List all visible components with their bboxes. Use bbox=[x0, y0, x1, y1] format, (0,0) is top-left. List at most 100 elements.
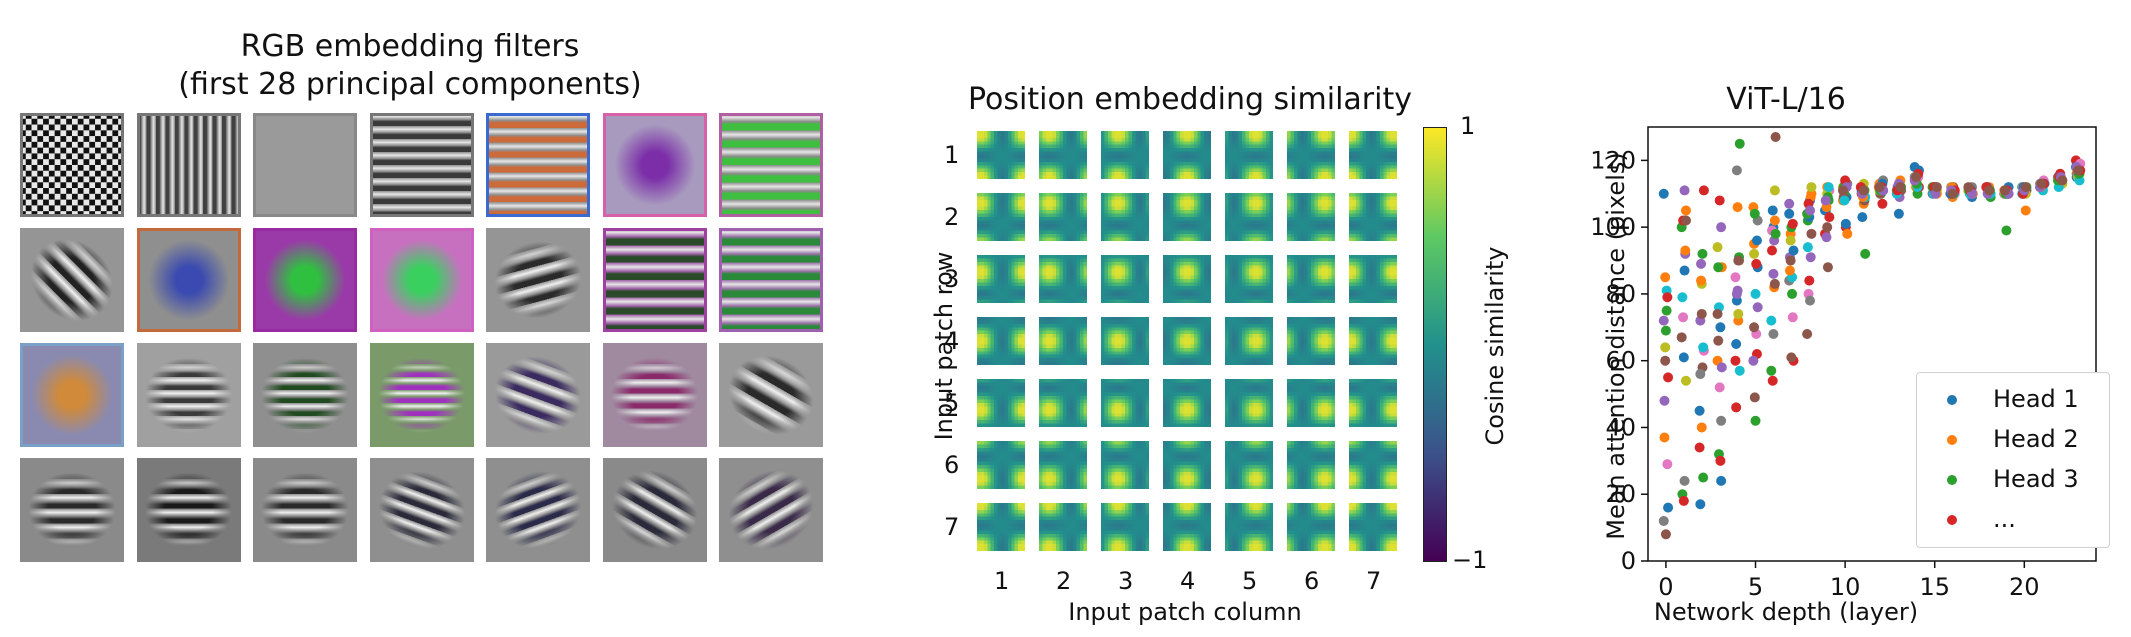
filter-thumbnail bbox=[369, 113, 474, 217]
filters-title-line2: (first 28 principal components) bbox=[178, 67, 642, 102]
scatter-point bbox=[1840, 218, 1851, 229]
scatter-ytick-label: 100 bbox=[1590, 213, 1636, 241]
similarity-cell bbox=[1163, 379, 1211, 427]
scatter-point bbox=[1860, 248, 1871, 259]
similarity-cell bbox=[977, 317, 1025, 365]
filter-thumbnail bbox=[602, 228, 707, 332]
scatter-point bbox=[1749, 322, 1760, 333]
scatter-point bbox=[1730, 355, 1741, 366]
scatter-point bbox=[1820, 195, 1831, 206]
filter-texture bbox=[602, 343, 707, 447]
scatter-ytick-label: 0 bbox=[1621, 547, 1636, 575]
filter-thumbnail bbox=[253, 458, 357, 562]
similarity-cell bbox=[977, 255, 1025, 303]
scatter-point bbox=[1874, 182, 1885, 193]
scatter-point bbox=[1658, 188, 1669, 199]
scatter-point bbox=[1661, 305, 1672, 316]
position-xtick: 2 bbox=[1056, 567, 1072, 595]
scatter-point bbox=[2073, 165, 2084, 176]
similarity-cell bbox=[1287, 131, 1335, 179]
filter-thumbnail bbox=[20, 228, 124, 332]
scatter-point bbox=[1785, 235, 1796, 246]
scatter-point bbox=[1660, 272, 1671, 283]
filter-thumbnail bbox=[253, 228, 357, 332]
scatter-point bbox=[1767, 245, 1778, 256]
legend-label: Head 3 bbox=[1993, 465, 2079, 493]
scatter-point bbox=[1784, 265, 1795, 276]
position-ytick: 5 bbox=[944, 389, 960, 417]
scatter-point bbox=[1678, 312, 1689, 323]
scatter-point bbox=[1698, 342, 1709, 353]
filter-thumbnail bbox=[136, 113, 241, 217]
filter-thumbnail bbox=[719, 343, 823, 447]
scatter-point bbox=[1678, 352, 1689, 363]
similarity-cell bbox=[1349, 441, 1397, 489]
scatter-xtick-label: 20 bbox=[2009, 573, 2040, 601]
scatter-point bbox=[1824, 212, 1835, 223]
scatter-point bbox=[1731, 165, 1742, 176]
scatter-point bbox=[1659, 432, 1670, 443]
similarity-cell bbox=[1225, 503, 1273, 551]
scatter-point bbox=[1963, 182, 1974, 193]
filter-thumbnail bbox=[486, 228, 590, 332]
scatter-point bbox=[1750, 415, 1761, 426]
filter-thumbnail bbox=[369, 458, 474, 562]
colorbar-tick-max: 1 bbox=[1460, 112, 1476, 140]
filter-thumbnail bbox=[136, 343, 241, 447]
similarity-cell bbox=[1225, 131, 1273, 179]
position-ytick: 6 bbox=[944, 451, 960, 479]
scatter-point bbox=[1769, 278, 1780, 289]
scatter-xtick-label: 15 bbox=[1919, 573, 1950, 601]
position-xtick: 6 bbox=[1304, 567, 1320, 595]
scatter-point bbox=[1787, 312, 1798, 323]
filter-thumbnail bbox=[369, 228, 474, 332]
similarity-cell bbox=[1287, 441, 1335, 489]
scatter-point bbox=[1714, 195, 1725, 206]
scatter-point bbox=[1715, 455, 1726, 466]
scatter-ytick-label: 20 bbox=[1605, 480, 1636, 508]
scatter-point bbox=[1911, 172, 1922, 183]
similarity-cell bbox=[1101, 317, 1149, 365]
scatter-point bbox=[1750, 288, 1761, 299]
scatter-point bbox=[1768, 328, 1779, 339]
filter-texture bbox=[486, 343, 590, 447]
scatter-point bbox=[1663, 372, 1674, 383]
similarity-cell bbox=[1349, 503, 1397, 551]
similarity-cell bbox=[1039, 503, 1087, 551]
similarity-cell bbox=[1039, 193, 1087, 241]
scatter-point bbox=[1999, 185, 2010, 196]
scatter-point bbox=[1768, 268, 1779, 279]
scatter-point bbox=[1821, 232, 1832, 243]
scatter-point bbox=[1767, 205, 1778, 216]
scatter-point bbox=[1697, 248, 1708, 259]
scatter-point bbox=[1679, 185, 1690, 196]
legend-marker bbox=[1947, 475, 1957, 485]
position-title: Position embedding similarity bbox=[968, 82, 1412, 117]
filter-thumbnail bbox=[253, 343, 357, 447]
scatter-point bbox=[1662, 459, 1673, 470]
filter-thumbnail bbox=[136, 458, 241, 562]
scatter-point bbox=[1715, 322, 1726, 333]
legend-label: ... bbox=[1993, 505, 2016, 533]
scatter-ytick-label: 80 bbox=[1605, 280, 1636, 308]
filter-texture bbox=[136, 458, 241, 562]
similarity-cell bbox=[1349, 193, 1397, 241]
similarity-cell bbox=[1163, 131, 1211, 179]
similarity-cell bbox=[1101, 193, 1149, 241]
scatter-point bbox=[1660, 529, 1671, 540]
scatter-point bbox=[1822, 222, 1833, 233]
position-xlabel: Input patch column bbox=[1068, 598, 1302, 626]
similarity-cell bbox=[1163, 255, 1211, 303]
similarity-cell bbox=[1039, 441, 1087, 489]
scatter-point bbox=[1858, 185, 1869, 196]
scatter-point bbox=[1658, 315, 1669, 326]
scatter-point bbox=[1806, 182, 1817, 193]
similarity-cell bbox=[1163, 441, 1211, 489]
filter-texture bbox=[253, 458, 357, 562]
scatter-point bbox=[1822, 262, 1833, 273]
scatter-point bbox=[1696, 258, 1707, 269]
similarity-cell bbox=[1225, 193, 1273, 241]
scatter-point bbox=[1698, 472, 1709, 483]
scatter-point bbox=[1748, 355, 1759, 366]
filter-texture bbox=[369, 458, 474, 562]
